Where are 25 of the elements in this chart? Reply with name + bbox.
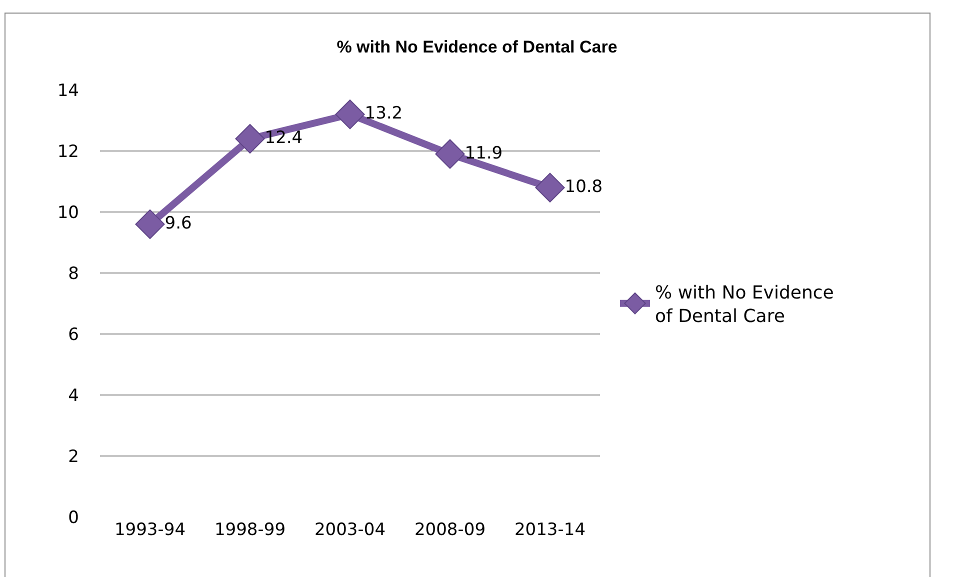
chart-title: % with No Evidence of Dental Care (336, 37, 618, 56)
x-tick-label: 2008-09 (414, 520, 486, 540)
data-label: 10.8 (564, 176, 603, 197)
x-tick-label: 2003-04 (314, 520, 386, 540)
y-tick-label: 0 (68, 508, 79, 528)
point (235, 124, 265, 154)
x-tick-label: 1993-94 (114, 520, 186, 540)
y-tick-label: 10 (57, 202, 79, 223)
y-tick-label: 12 (57, 142, 79, 162)
point (535, 172, 565, 202)
data-label: 9.6 (164, 213, 192, 234)
data-label: 12.4 (264, 128, 303, 148)
data-label: 13.2 (364, 104, 403, 124)
point (435, 139, 465, 169)
point (135, 209, 165, 239)
y-tick-label: 8 (68, 264, 79, 284)
data-label: 11.9 (464, 143, 503, 164)
y-tick-label: 6 (68, 324, 79, 345)
point (335, 100, 365, 130)
y-tick-label: 2 (68, 446, 79, 467)
y-tick-label: 14 (57, 80, 79, 101)
x-tick-label: 1998-99 (214, 520, 286, 540)
legend-label: % with No Evidence of Dental Care (655, 282, 834, 328)
y-tick-label: 4 (68, 386, 79, 406)
x-tick-label: 2013-14 (514, 520, 586, 540)
